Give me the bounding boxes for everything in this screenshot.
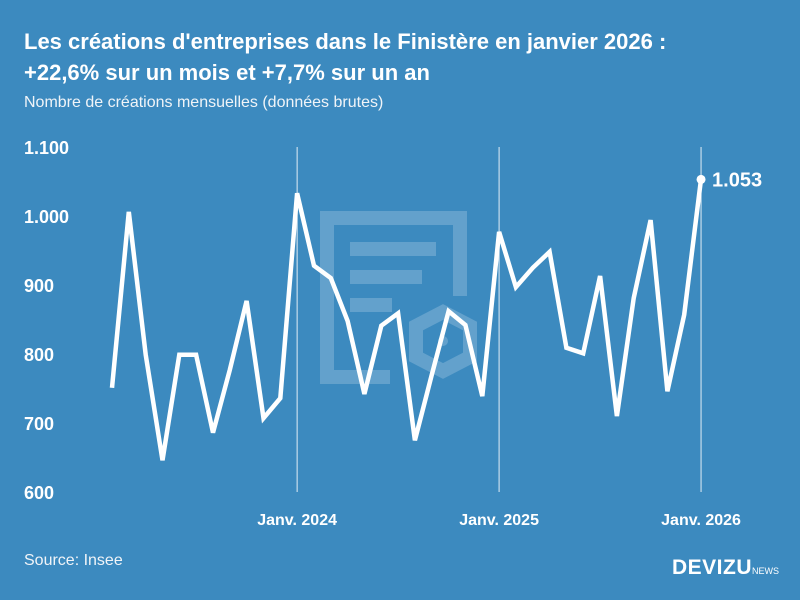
y-tick-label: 700 [24, 414, 54, 434]
y-tick-label: 1.000 [24, 207, 69, 227]
series-line [109, 179, 704, 461]
y-tick-label: 800 [24, 345, 54, 365]
last-point-marker [696, 174, 706, 184]
x-tick-label: Janv. 2024 [257, 512, 337, 529]
x-tick-label: Janv. 2026 [661, 512, 741, 529]
devizu-logo: DEVIZUNEWS [672, 556, 780, 579]
title-line-2: +22,6% sur un mois et +7,7% sur un an [24, 60, 430, 85]
y-tick-label: 900 [24, 276, 54, 296]
title-line-1: Les créations d'entreprises dans le Fini… [24, 29, 667, 54]
chart-subtitle: Nombre de créations mensuelles (données … [24, 94, 384, 111]
y-tick-label: 1.100 [24, 138, 69, 158]
chart-title: Les créations d'entreprises dans le Fini… [24, 26, 794, 88]
watermark-icon [320, 211, 477, 384]
x-tick-label: Janv. 2025 [459, 512, 539, 529]
y-tick-label: 600 [24, 483, 54, 503]
source-note: Source: Insee [24, 552, 123, 569]
last-value-label: 1.053 [712, 169, 762, 191]
